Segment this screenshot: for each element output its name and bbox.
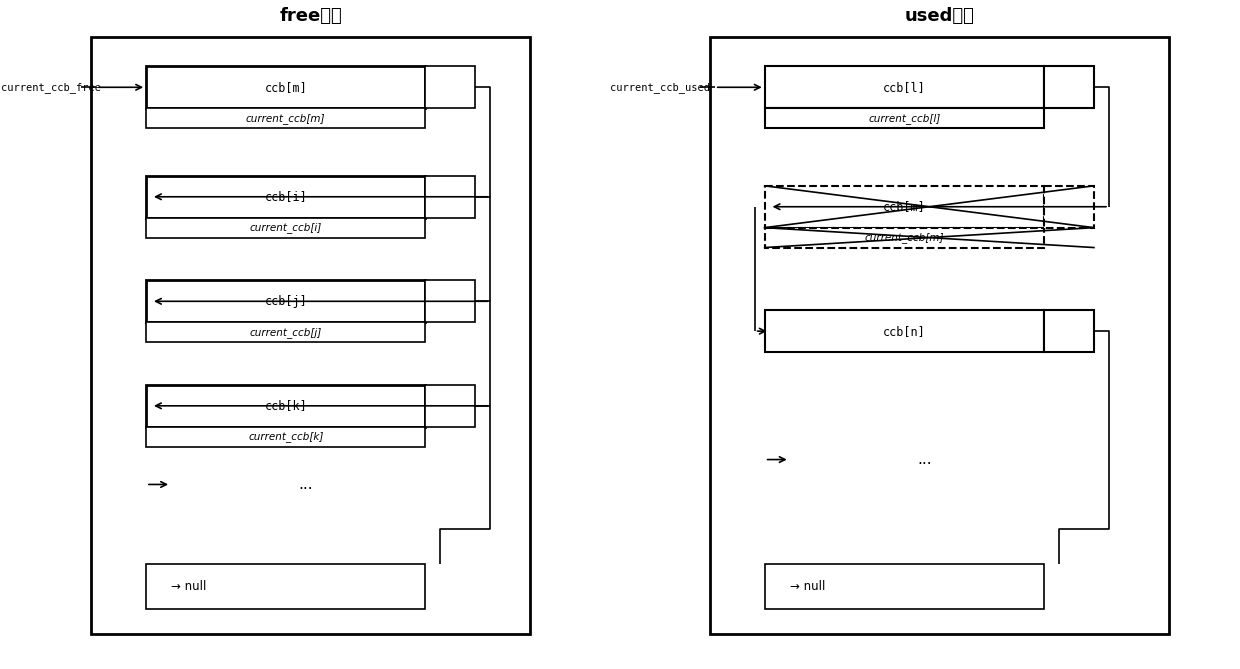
Text: free链表: free链表 xyxy=(279,7,342,25)
Text: current_ccb[l]: current_ccb[l] xyxy=(868,112,940,124)
Bar xyxy=(425,385,475,427)
Text: current_ccb_used: current_ccb_used xyxy=(610,82,711,93)
Bar xyxy=(146,385,425,427)
Bar xyxy=(1044,66,1094,108)
Text: ccb[i]: ccb[i] xyxy=(264,190,308,203)
Text: ccb[l]: ccb[l] xyxy=(883,81,926,94)
Text: current_ccb[k]: current_ccb[k] xyxy=(248,432,324,442)
Bar xyxy=(425,66,475,108)
Text: current_ccb[i]: current_ccb[i] xyxy=(249,222,322,233)
Bar xyxy=(1044,186,1094,227)
Text: ...: ... xyxy=(299,477,312,492)
Bar xyxy=(92,37,531,634)
Bar xyxy=(765,310,1044,352)
Text: → null: → null xyxy=(790,580,825,593)
Text: ccb[j]: ccb[j] xyxy=(264,295,308,308)
Bar xyxy=(765,108,1044,128)
Bar xyxy=(146,427,425,447)
Bar xyxy=(709,37,1169,634)
Bar xyxy=(1044,310,1094,352)
Bar xyxy=(146,564,425,609)
Text: current_ccb[m]: current_ccb[m] xyxy=(864,232,944,243)
Bar xyxy=(146,217,425,237)
Text: ccb[m]: ccb[m] xyxy=(883,200,926,213)
Bar xyxy=(146,280,425,322)
Text: → null: → null xyxy=(171,580,206,593)
Text: used链表: used链表 xyxy=(904,7,975,25)
Bar xyxy=(146,322,425,342)
Text: current_ccb[m]: current_ccb[m] xyxy=(246,112,326,124)
Bar xyxy=(146,108,425,128)
Bar xyxy=(146,176,425,217)
Text: ccb[k]: ccb[k] xyxy=(264,399,308,412)
Bar xyxy=(765,227,1044,248)
Text: ccb[m]: ccb[m] xyxy=(264,81,308,94)
Bar xyxy=(146,66,425,108)
Text: ...: ... xyxy=(918,452,931,467)
Bar xyxy=(425,280,475,322)
Bar xyxy=(425,176,475,217)
Bar xyxy=(765,186,1044,227)
Text: ccb[n]: ccb[n] xyxy=(883,324,926,338)
Text: current_ccb[j]: current_ccb[j] xyxy=(249,326,322,338)
Bar xyxy=(765,564,1044,609)
Text: current_ccb_free: current_ccb_free xyxy=(1,82,102,93)
Bar xyxy=(765,66,1044,108)
